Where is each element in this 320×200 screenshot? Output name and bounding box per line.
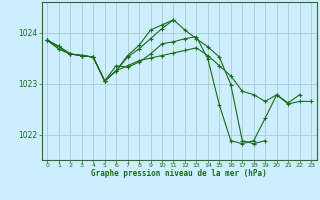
X-axis label: Graphe pression niveau de la mer (hPa): Graphe pression niveau de la mer (hPa) bbox=[91, 169, 267, 178]
